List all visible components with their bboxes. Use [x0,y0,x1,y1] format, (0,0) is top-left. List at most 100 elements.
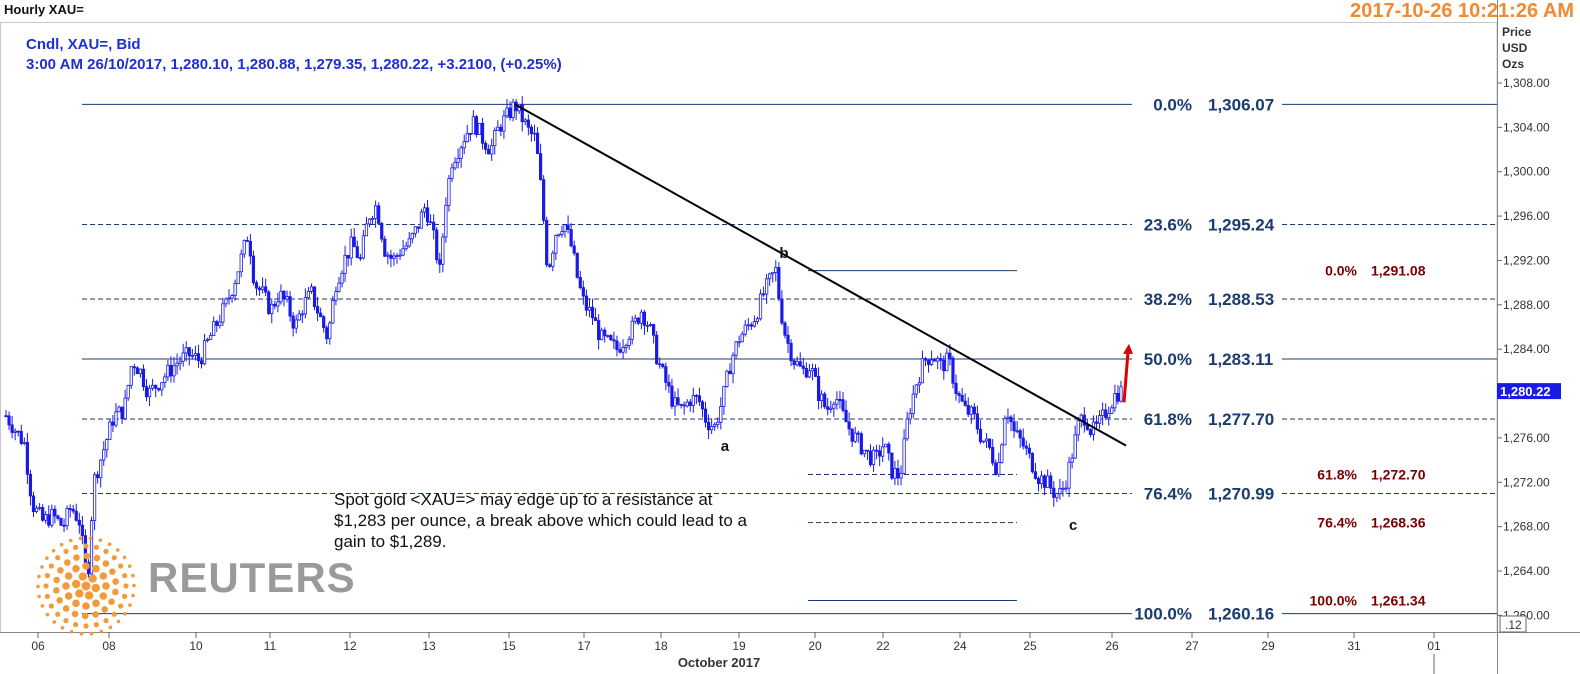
logo-dot [63,548,69,554]
candle-body [535,132,540,155]
up-arrow-icon [1122,351,1130,403]
logo-dot [88,574,97,583]
logo-dot [127,564,132,568]
logo-dot [91,583,101,593]
candle-body [1119,386,1123,402]
candle-body [926,359,931,365]
candle-body [187,347,191,357]
candle-body [670,385,674,407]
candle-body [936,358,940,362]
fib-label-bg [1132,483,1282,504]
units-weight: Ozs [1502,57,1525,71]
candle-body [199,360,204,365]
fib-value-label: 1,260.16 [1208,605,1274,624]
candle-body [810,368,815,372]
y-tick-label: 1,300.00 [1503,165,1550,179]
logo-dot [122,593,128,599]
candle-body [853,432,857,442]
x-tick-label: 17 [577,639,591,653]
candle-body [508,107,512,118]
candle-body [1097,415,1102,424]
logo-dot [108,625,113,630]
candle-body [560,231,564,235]
corner-label: .12 [1505,618,1522,632]
candle-body [285,296,289,300]
candle-body [920,358,925,384]
candle-body [673,397,677,407]
candle-body [25,441,29,475]
candle-body [743,324,747,335]
candle-body [89,520,94,575]
x-tick-label: 20 [808,639,822,653]
candle-body [1073,434,1077,459]
candle-body [847,421,851,430]
y-tick-label: 1,272.00 [1503,475,1550,489]
candle-body [99,459,103,479]
x-tick-label: 31 [1347,639,1361,653]
candle-body [291,315,295,329]
units-price: Price [1502,25,1532,39]
candle-body [600,329,604,341]
candle-body [264,286,268,293]
logo-dot [43,583,49,589]
analysis-annotation: Spot gold <XAU=> may edge up to a resist… [334,490,748,551]
candle-body [315,306,320,314]
candle-body [422,207,427,213]
logo-dot [118,603,124,609]
candle-body [923,358,928,361]
candle-body [563,224,567,233]
candle-body [621,346,625,353]
candle-body [206,338,210,341]
logo-dot [78,572,88,581]
candle-body [468,132,472,135]
candle-body [175,362,179,367]
candle-body [303,297,307,315]
logo-dot [82,562,90,570]
x-tick-label: 19 [732,639,746,653]
candle-body [441,236,445,265]
candle-body [804,367,808,378]
candle-body [71,508,75,512]
candle-body [706,421,711,431]
fib-secondary-value: 1,272.70 [1371,467,1426,483]
candle-body [297,313,301,321]
candle-body [713,424,717,427]
candle-body [1085,424,1089,430]
candle-body [505,107,509,117]
logo-dot [101,606,108,613]
candle-body [96,474,100,479]
candle-body [590,306,595,319]
candle-body [132,366,136,369]
candle-body [239,253,243,273]
logo-dot [103,548,109,554]
candle-body [972,406,976,415]
candle-body [679,403,683,406]
candle-body [1043,475,1047,488]
candle-body [774,267,778,273]
candle-body [129,366,133,386]
logo-dot [99,572,108,580]
logo-dot [37,574,41,579]
candle-body [493,130,497,147]
logo-dot [111,555,117,561]
candle-body [716,421,720,426]
candle-body [361,235,366,259]
candle-body [380,222,384,240]
fib-pct-label: 61.8% [1144,410,1192,429]
candle-body [13,430,17,433]
candle-body [331,300,335,324]
candle-body [221,303,225,323]
candle-body [490,145,494,155]
candle-body [74,510,78,521]
logo-dot [79,631,84,636]
candle-body [664,366,668,383]
candle-body [520,103,524,123]
x-axis-band [0,632,1580,674]
logo-dot [83,543,89,549]
candle-body [991,447,995,464]
candle-body [62,524,66,527]
wave-label-b: b [779,245,788,262]
candle-body [633,317,637,322]
logo-dot [131,593,135,598]
